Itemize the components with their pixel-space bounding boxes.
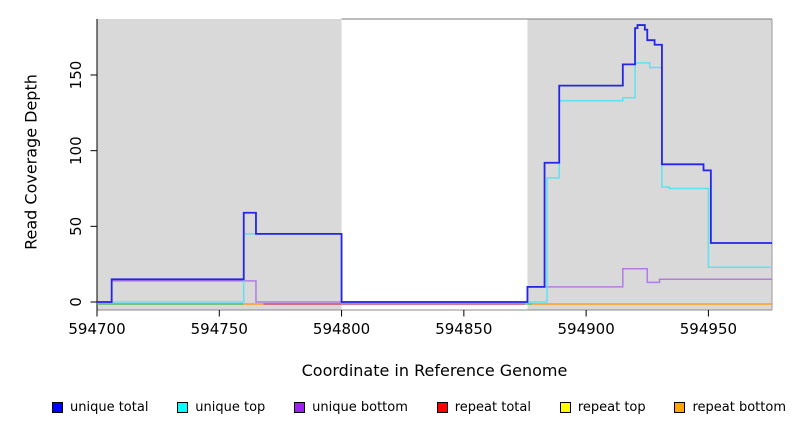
legend-item-unique-total: unique total — [52, 400, 148, 415]
legend-item-unique-bottom: unique bottom — [294, 400, 408, 415]
x-tick-label: 594950 — [680, 320, 737, 338]
legend-label: unique bottom — [312, 400, 408, 415]
y-tick-label: 50 — [67, 217, 85, 236]
y-tick-label: 100 — [67, 136, 85, 165]
legend-swatch-icon — [177, 402, 189, 413]
legend-swatch-icon — [294, 402, 306, 413]
legend: unique total unique top unique bottom repea… — [52, 400, 786, 415]
x-tick-label: 594900 — [557, 320, 614, 338]
x-tick-label: 594700 — [68, 320, 125, 338]
legend-item-repeat-top: repeat top — [559, 400, 646, 415]
legend-label: repeat bottom — [692, 400, 786, 415]
shaded-region-1 — [97, 19, 342, 310]
legend-item-unique-top: unique top — [177, 400, 265, 415]
legend-label: repeat total — [454, 400, 531, 415]
x-tick-label: 594850 — [435, 320, 492, 338]
legend-swatch-icon — [559, 402, 571, 413]
legend-label: repeat top — [577, 400, 646, 415]
legend-label: unique total — [70, 400, 149, 415]
y-axis-title: Read Coverage Depth — [21, 74, 41, 250]
legend-swatch-icon — [674, 402, 686, 413]
x-tick-label: 594800 — [313, 320, 370, 338]
legend-swatch-icon — [52, 402, 63, 413]
x-tick-label: 594750 — [191, 320, 248, 338]
legend-item-repeat-total: repeat total — [436, 400, 531, 415]
series-line-unique-bottom — [97, 267, 772, 303]
legend-label: unique top — [195, 400, 266, 415]
legend-item-repeat-bottom: repeat bottom — [674, 400, 786, 415]
legend-swatch-icon — [436, 402, 448, 413]
series-line-unique-total — [97, 24, 772, 303]
x-axis-title: Coordinate in Reference Genome — [301, 361, 568, 380]
y-tick-label: 150 — [67, 61, 85, 90]
y-tick-label: 0 — [67, 297, 85, 307]
